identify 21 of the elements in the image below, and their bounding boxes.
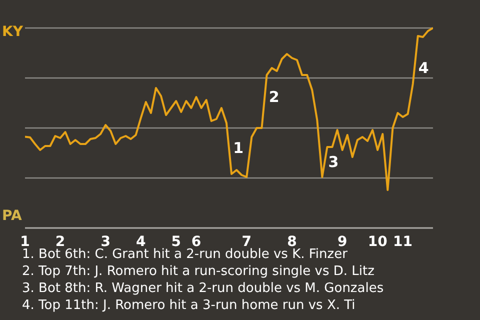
x-tick-label: 2	[55, 234, 66, 250]
x-tick-label: 11	[393, 234, 413, 250]
annotation: 4	[418, 59, 429, 77]
x-tick-label: 4	[136, 234, 146, 250]
text: PA	[2, 208, 22, 224]
text: 1. Bot 6th: C. Grant hit a 2-run double vs K. Finzer	[22, 247, 348, 262]
x-tick-label: 1	[20, 234, 30, 250]
annotation: 1	[233, 139, 244, 157]
x-tick-label: 9	[337, 234, 348, 250]
text: KY	[2, 24, 23, 40]
x-tick-label: 7	[242, 234, 252, 250]
text: 3. Bot 8th: R. Wagner hit a 2-run double vs M. Gonzales	[22, 280, 384, 297]
x-tick-label: 5	[171, 234, 181, 250]
annotation: 2	[268, 88, 280, 106]
annotation: 3	[328, 153, 339, 171]
x-tick-label: 6	[191, 234, 202, 250]
x-tick-label: 3	[100, 234, 110, 250]
text: 4. Top 11th: J. Romero hit a 3-run home run vs X. Ti	[22, 297, 356, 314]
text: 2. Top 7th: J. Romero hit a run-scoring single vs D. Litz	[22, 263, 376, 280]
x-tick-label: 10	[368, 234, 388, 250]
x-tick-label: 8	[287, 234, 297, 250]
